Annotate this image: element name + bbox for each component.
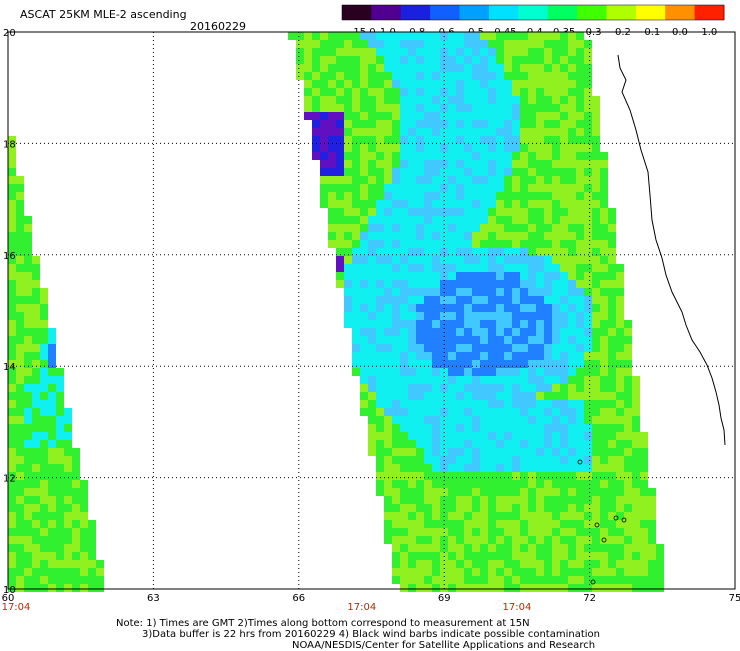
colorbar-swatch bbox=[577, 5, 607, 20]
colorbar-swatch bbox=[694, 5, 725, 20]
lat-tick-label: 10 bbox=[3, 585, 16, 596]
colorbar-swatch bbox=[635, 5, 666, 20]
island bbox=[590, 579, 596, 585]
coastline-path bbox=[617, 54, 726, 446]
lat-tick-label: 16 bbox=[3, 251, 16, 262]
lon-tick-label: 66 bbox=[292, 593, 305, 604]
lon-tick-label: 75 bbox=[729, 593, 740, 604]
time-label: 17:04 bbox=[502, 602, 531, 613]
graticule bbox=[8, 32, 735, 589]
colorbar-outline bbox=[341, 4, 725, 21]
lat-tick-label: 12 bbox=[3, 474, 16, 485]
lat-tick-label: 20 bbox=[3, 28, 16, 39]
time-label: 17:04 bbox=[2, 602, 31, 613]
colorbar-swatch bbox=[606, 5, 637, 20]
colorbar-swatch bbox=[518, 5, 549, 20]
swath-main bbox=[288, 32, 664, 592]
footnotes: Note: 1) Times are GMT 2)Times along bot… bbox=[116, 618, 600, 651]
map-frame bbox=[7, 31, 736, 590]
coastline bbox=[577, 54, 726, 585]
lon-tick-label: 60 bbox=[2, 593, 15, 604]
colorbar-swatch bbox=[400, 5, 431, 20]
lon-tick-label: 63 bbox=[147, 593, 160, 604]
map-date: 20160229 bbox=[190, 20, 246, 33]
swath-data bbox=[8, 32, 664, 592]
colorbar-swatch bbox=[665, 5, 696, 20]
lat-tick-label: 18 bbox=[3, 139, 16, 150]
colorbar-swatch bbox=[547, 5, 578, 20]
note-line-3: NOAA/NESDIS/Center for Satellite Applica… bbox=[292, 640, 596, 651]
colorbar-swatch bbox=[488, 5, 519, 20]
time-label: 17:04 bbox=[347, 602, 376, 613]
colorbar-swatch bbox=[342, 5, 372, 20]
island bbox=[613, 515, 619, 521]
colorbar-swatch bbox=[430, 5, 461, 20]
note-line-2: 3)Data buffer is 22 hrs from 20160229 4)… bbox=[142, 629, 600, 640]
lon-tick-label: 69 bbox=[438, 593, 451, 604]
swath-west bbox=[8, 136, 104, 592]
axis-ticks: 60 63 66 69 72 75 20 18 16 14 12 10 17:04 17:04 17:04 bbox=[2, 28, 740, 613]
lat-tick-label: 14 bbox=[3, 362, 16, 373]
colorbar-swatch bbox=[459, 5, 490, 20]
island bbox=[594, 522, 600, 528]
map-title: ASCAT 25KM MLE-2 ascending bbox=[20, 8, 187, 21]
island bbox=[621, 517, 627, 523]
island bbox=[577, 459, 583, 465]
lon-tick-label: 72 bbox=[583, 593, 596, 604]
colorbar-swatch bbox=[371, 5, 402, 20]
island bbox=[601, 537, 607, 543]
note-line-1: Note: 1) Times are GMT 2)Times along bot… bbox=[116, 618, 530, 629]
